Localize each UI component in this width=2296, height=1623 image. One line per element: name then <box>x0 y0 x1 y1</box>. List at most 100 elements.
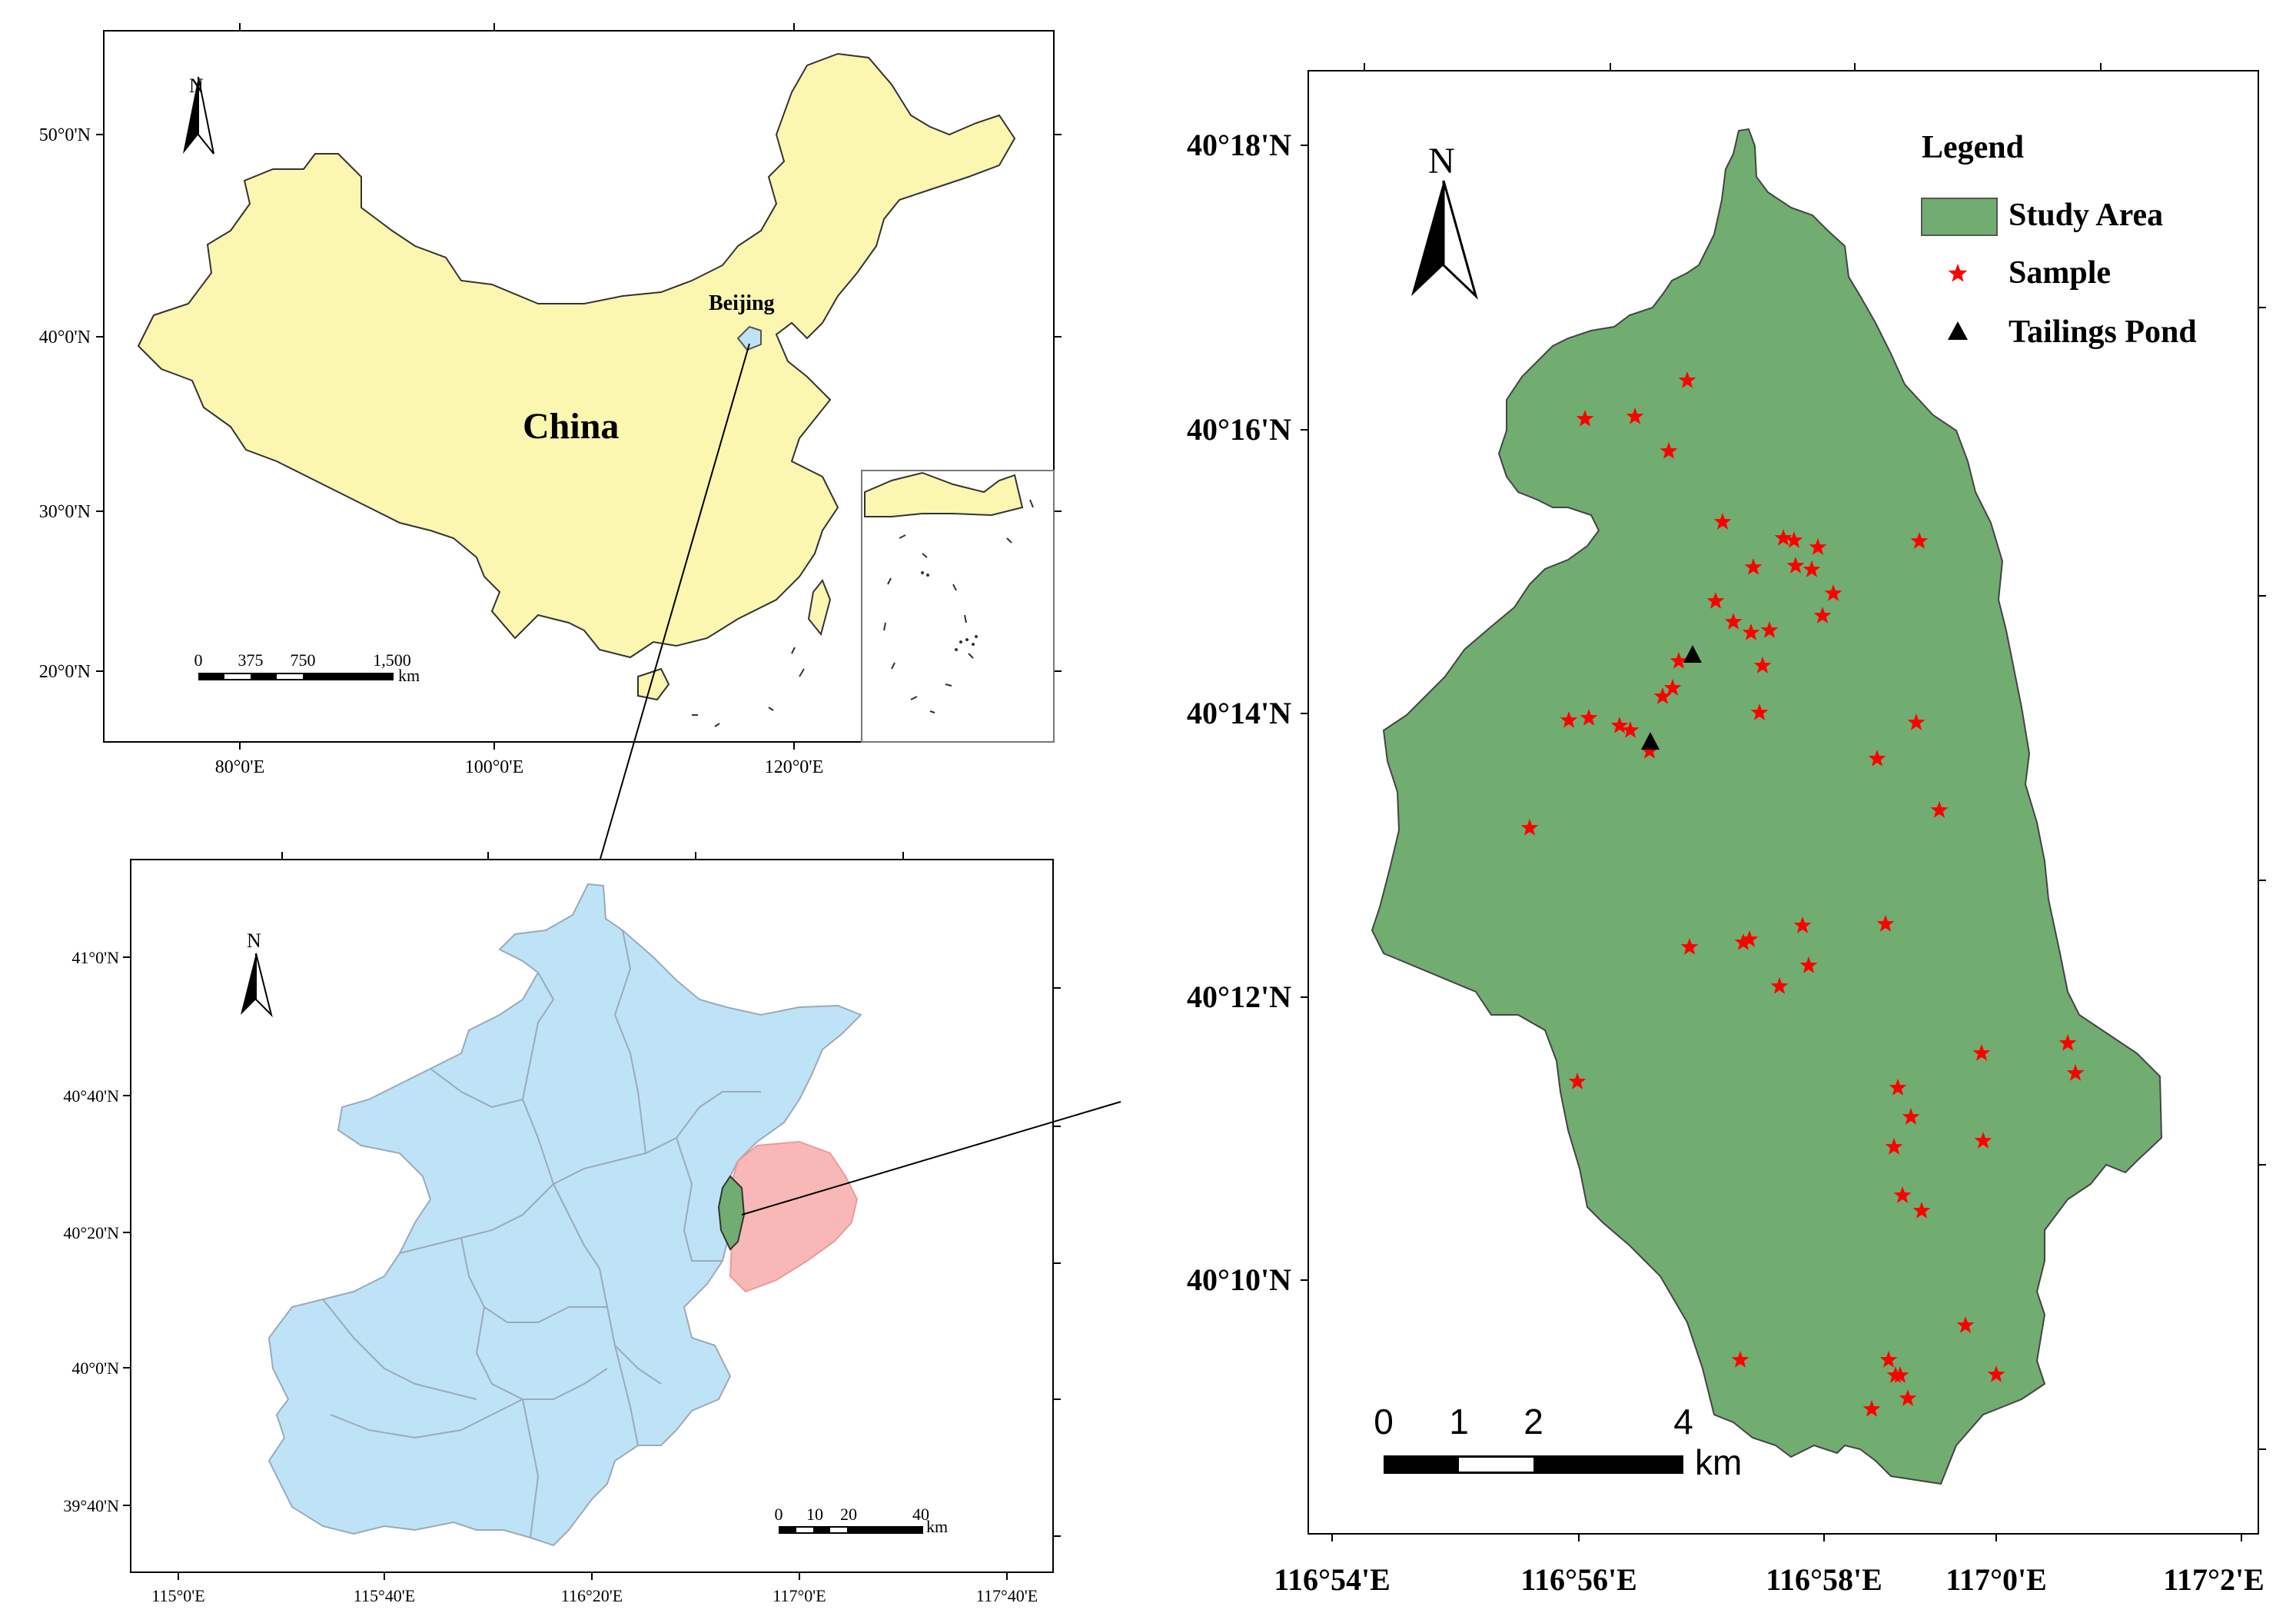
svg-text:km: km <box>926 1517 948 1536</box>
legend-sample-star-icon <box>1948 264 1968 282</box>
sample-star-icon <box>1774 529 1793 546</box>
hainan-island-shape <box>637 667 670 701</box>
svg-text:0: 0 <box>1374 1402 1394 1442</box>
svg-text:0: 0 <box>194 650 203 670</box>
sample-star-icon <box>1653 687 1672 704</box>
district-boundaries <box>322 930 761 1538</box>
sample-star-icon <box>1879 1351 1898 1368</box>
beijing-lat-label: 40°0'N <box>71 1359 119 1378</box>
study-frame-ticks <box>1301 63 2266 1542</box>
study-lon-label: 116°54'E <box>1274 1562 1391 1597</box>
beijing-location-shape <box>736 325 762 351</box>
sample-star-icon <box>1640 742 1659 759</box>
china-north-label: N <box>189 75 204 97</box>
sample-star-icon <box>1740 930 1759 947</box>
china-country-label: China <box>523 406 619 447</box>
sample-star-icon <box>1678 371 1696 388</box>
sample-star-icon <box>1713 513 1732 530</box>
sample-star-icon <box>1750 703 1769 720</box>
beijing-lat-label: 40°40'N <box>63 1086 119 1106</box>
beijing-frame-ticks <box>123 852 1061 1580</box>
beijing-municipality-shape <box>267 883 862 1547</box>
taiwan-island-shape <box>807 579 832 637</box>
china-lat-label: 20°0'N <box>39 662 91 682</box>
study-north-label: N <box>1428 141 1455 181</box>
sample-star-icon <box>1731 1351 1749 1368</box>
sample-star-icon <box>1876 915 1895 932</box>
svg-text:4: 4 <box>1673 1402 1693 1442</box>
study-lon-label: 117°0'E <box>1945 1562 2047 1597</box>
sample-star-icon <box>1626 407 1644 424</box>
sample-star-icon <box>1799 956 1818 973</box>
sample-star-icon <box>1770 977 1789 994</box>
tailings-points <box>1641 645 1702 750</box>
south-china-sea-inset <box>861 470 1055 743</box>
svg-text:1: 1 <box>1449 1402 1469 1442</box>
beijing-lon-label: 115°40'E <box>354 1586 415 1605</box>
sample-star-icon <box>1972 1044 1991 1061</box>
sample-star-icon <box>1742 624 1760 640</box>
sample-star-icon <box>1889 1079 1907 1096</box>
china-lat-label: 50°0'N <box>39 125 91 145</box>
study-lat-label: 40°10'N <box>1187 1262 1291 1297</box>
coastal-islands <box>692 647 805 727</box>
study-lon-label: 116°58'E <box>1766 1562 1882 1597</box>
legend-sample-label: Sample <box>2009 255 2111 291</box>
svg-text:0: 0 <box>775 1505 783 1524</box>
legend-tailings-label: Tailings Pond <box>2009 314 2197 350</box>
svg-text:km: km <box>1695 1442 1742 1482</box>
china-scale-bar: 0 375 750 1,500 km <box>194 650 420 685</box>
china-north-arrow-icon <box>183 76 214 155</box>
sample-star-icon <box>1734 933 1753 950</box>
sample-star-icon <box>1987 1365 2005 1382</box>
study-north-arrow-icon <box>1411 180 1478 300</box>
beijing-lat-label: 41°0'N <box>71 948 119 967</box>
tailings-triangle-icon <box>1641 732 1660 750</box>
sample-star-icon <box>1610 717 1629 733</box>
china-country-shape <box>137 52 1016 659</box>
sample-star-icon <box>1785 531 1803 548</box>
china-lon-label: 120°0'E <box>765 757 824 777</box>
sample-star-icon <box>1706 592 1725 609</box>
study-map-panel: N Legend Study Area Sample Tailings Pond… <box>1187 63 2266 1597</box>
study-area-small-shape <box>717 1175 746 1251</box>
china-lon-label: 100°0'E <box>465 757 524 777</box>
sample-star-icon <box>1862 1400 1881 1417</box>
study-area-shape <box>1371 128 2163 1485</box>
sample-star-icon <box>1670 652 1688 669</box>
sample-star-icon <box>1899 1389 1917 1406</box>
sample-star-icon <box>1868 750 1886 767</box>
sample-star-icon <box>1956 1316 1975 1333</box>
beijing-lon-label: 115°0'E <box>151 1586 204 1605</box>
beijing-north-label: N <box>247 930 261 952</box>
sample-star-icon <box>1885 1138 1903 1155</box>
study-lon-label: 117°2'E <box>2163 1562 2264 1597</box>
beijing-lat-label: 40°20'N <box>63 1223 119 1242</box>
sample-star-icon <box>1891 1366 1909 1383</box>
sample-star-icon <box>1974 1132 1992 1149</box>
study-lat-label: 40°16'N <box>1187 412 1291 447</box>
china-lat-label: 30°0'N <box>39 502 91 522</box>
svg-text:1,500: 1,500 <box>373 650 411 670</box>
china-lat-label: 40°0'N <box>39 328 91 348</box>
legend-study-area-swatch <box>1921 198 1998 236</box>
sample-star-icon <box>1576 410 1594 427</box>
sample-star-icon <box>1520 819 1539 836</box>
sample-star-icon <box>1824 584 1842 601</box>
sample-star-icon <box>1893 1186 1912 1203</box>
beijing-city-label: Beijing <box>709 291 775 315</box>
sample-star-icon <box>1793 916 1812 933</box>
svg-text:750: 750 <box>291 650 316 670</box>
sample-star-icon <box>1902 1108 1920 1125</box>
beijing-lon-label: 117°40'E <box>976 1586 1038 1605</box>
svg-text:km: km <box>398 666 420 685</box>
sample-star-icon <box>1803 560 1821 577</box>
sample-star-icon <box>1912 1202 1931 1219</box>
sample-star-icon <box>1621 721 1640 738</box>
sample-star-icon <box>1744 558 1763 575</box>
beijing-lon-label: 116°20'E <box>561 1586 623 1605</box>
sample-star-icon <box>1660 442 1678 459</box>
sample-star-icon <box>1568 1073 1587 1089</box>
beijing-lat-label: 39°40'N <box>63 1496 119 1515</box>
